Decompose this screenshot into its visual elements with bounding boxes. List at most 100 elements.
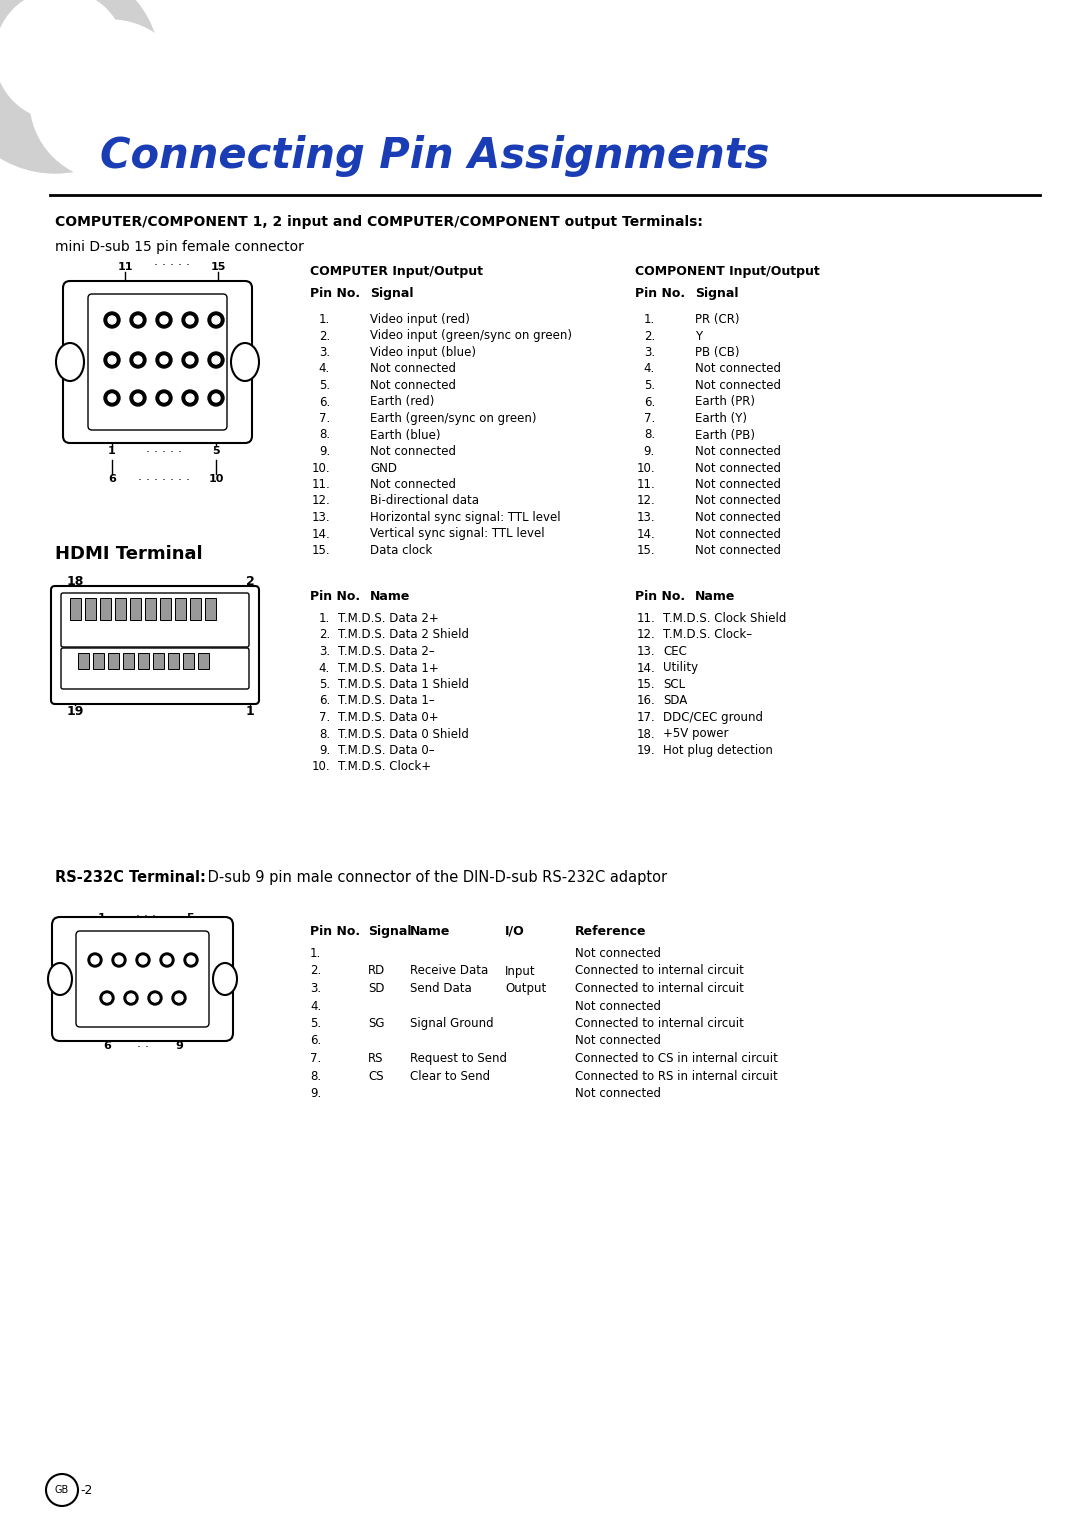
Circle shape — [103, 994, 111, 1001]
Text: 14.: 14. — [636, 527, 654, 541]
Text: 10.: 10. — [311, 462, 330, 474]
Text: Video input (green/sync on green): Video input (green/sync on green) — [370, 329, 572, 343]
FancyBboxPatch shape — [51, 587, 259, 704]
Text: 8.: 8. — [310, 1070, 321, 1082]
Bar — [70, 597, 81, 620]
Text: T.M.D.S. Data 0+: T.M.D.S. Data 0+ — [338, 712, 438, 724]
Text: T.M.D.S. Data 2+: T.M.D.S. Data 2+ — [338, 613, 438, 625]
Text: 7.: 7. — [319, 411, 330, 425]
Text: GND: GND — [370, 462, 397, 474]
Circle shape — [183, 390, 198, 405]
Text: 6: 6 — [103, 1041, 111, 1052]
Text: Connecting Pin Assignments: Connecting Pin Assignments — [100, 136, 769, 177]
Circle shape — [30, 20, 190, 180]
Circle shape — [91, 956, 99, 965]
Text: 15: 15 — [211, 262, 226, 271]
Text: Input: Input — [505, 965, 536, 977]
Text: PR (CR): PR (CR) — [696, 312, 740, 326]
Text: 2.: 2. — [319, 628, 330, 642]
Text: Not connected: Not connected — [575, 1000, 661, 1012]
Circle shape — [208, 312, 224, 328]
Text: 10.: 10. — [311, 760, 330, 774]
Bar — [130, 597, 141, 620]
Text: Horizontal sync signal: TTL level: Horizontal sync signal: TTL level — [370, 511, 561, 524]
Text: 3.: 3. — [319, 346, 330, 360]
Text: Connected to internal circuit: Connected to internal circuit — [575, 1017, 744, 1030]
Text: SD: SD — [368, 981, 384, 995]
Text: RD: RD — [368, 965, 386, 977]
Bar — [85, 597, 96, 620]
Text: Pin No.: Pin No. — [635, 590, 685, 604]
Bar — [145, 597, 156, 620]
Text: 1: 1 — [245, 706, 255, 718]
Text: 16.: 16. — [636, 695, 654, 707]
Circle shape — [130, 352, 146, 367]
Text: 18.: 18. — [636, 727, 654, 741]
Text: Data clock: Data clock — [370, 544, 432, 556]
Text: 4.: 4. — [319, 363, 330, 375]
Text: 11.: 11. — [636, 479, 654, 491]
Text: 11.: 11. — [311, 479, 330, 491]
Circle shape — [163, 956, 171, 965]
Circle shape — [108, 315, 116, 325]
Text: Not connected: Not connected — [696, 379, 781, 392]
Circle shape — [183, 352, 198, 367]
Text: Send Data: Send Data — [410, 981, 472, 995]
Ellipse shape — [231, 343, 259, 381]
Text: Utility: Utility — [663, 661, 698, 675]
Text: SDA: SDA — [663, 695, 687, 707]
Text: 1.: 1. — [310, 946, 321, 960]
Text: 8.: 8. — [319, 428, 330, 442]
Text: 14.: 14. — [636, 661, 654, 675]
Text: Earth (PB): Earth (PB) — [696, 428, 755, 442]
Text: 1.: 1. — [319, 312, 330, 326]
FancyBboxPatch shape — [60, 648, 249, 689]
Circle shape — [114, 956, 123, 965]
Text: Receive Data: Receive Data — [410, 965, 488, 977]
Circle shape — [0, 0, 160, 174]
Text: 18: 18 — [66, 575, 83, 588]
Text: COMPONENT Input/Output: COMPONENT Input/Output — [635, 265, 820, 277]
Text: 17.: 17. — [636, 712, 654, 724]
Circle shape — [156, 390, 172, 405]
Circle shape — [160, 315, 168, 325]
Circle shape — [156, 352, 172, 367]
Text: COMPUTER/COMPONENT 1, 2 input and COMPUTER/COMPONENT output Terminals:: COMPUTER/COMPONENT 1, 2 input and COMPUT… — [55, 215, 703, 229]
Text: 13.: 13. — [636, 511, 654, 524]
Text: Connected to RS in internal circuit: Connected to RS in internal circuit — [575, 1070, 778, 1082]
Text: Signal: Signal — [370, 287, 414, 300]
Text: 6.: 6. — [310, 1035, 321, 1047]
Text: Not connected: Not connected — [696, 462, 781, 474]
Text: Not connected: Not connected — [696, 479, 781, 491]
Text: Not connected: Not connected — [696, 494, 781, 507]
Text: 15.: 15. — [311, 544, 330, 556]
Text: CS: CS — [368, 1070, 383, 1082]
Text: T.M.D.S. Data 2–: T.M.D.S. Data 2– — [338, 645, 435, 658]
Text: · ·: · · — [137, 1041, 149, 1055]
Text: Name: Name — [370, 590, 410, 604]
Text: · · · · ·: · · · · · — [153, 259, 189, 271]
FancyBboxPatch shape — [76, 931, 210, 1027]
Text: 5.: 5. — [310, 1017, 321, 1030]
Text: Name: Name — [696, 590, 735, 604]
Text: T.M.D.S. Clock+: T.M.D.S. Clock+ — [338, 760, 431, 774]
Text: CEC: CEC — [663, 645, 687, 658]
Circle shape — [172, 991, 186, 1004]
Text: 4.: 4. — [310, 1000, 321, 1012]
Text: D-sub 9 pin male connector of the DIN-D-sub RS-232C adaptor: D-sub 9 pin male connector of the DIN-D-… — [203, 870, 667, 885]
Text: 5.: 5. — [644, 379, 654, 392]
Text: 2.: 2. — [319, 329, 330, 343]
Text: Hot plug detection: Hot plug detection — [663, 744, 773, 757]
Text: 7.: 7. — [319, 712, 330, 724]
Circle shape — [104, 352, 120, 367]
Circle shape — [130, 312, 146, 328]
Text: 11: 11 — [118, 262, 133, 271]
Bar — [198, 652, 208, 669]
Text: 12.: 12. — [311, 494, 330, 507]
Ellipse shape — [213, 963, 237, 995]
Text: 13.: 13. — [311, 511, 330, 524]
Text: -2: -2 — [80, 1483, 93, 1497]
Circle shape — [186, 315, 194, 325]
Text: Not connected: Not connected — [696, 445, 781, 459]
Text: Bi-directional data: Bi-directional data — [370, 494, 480, 507]
